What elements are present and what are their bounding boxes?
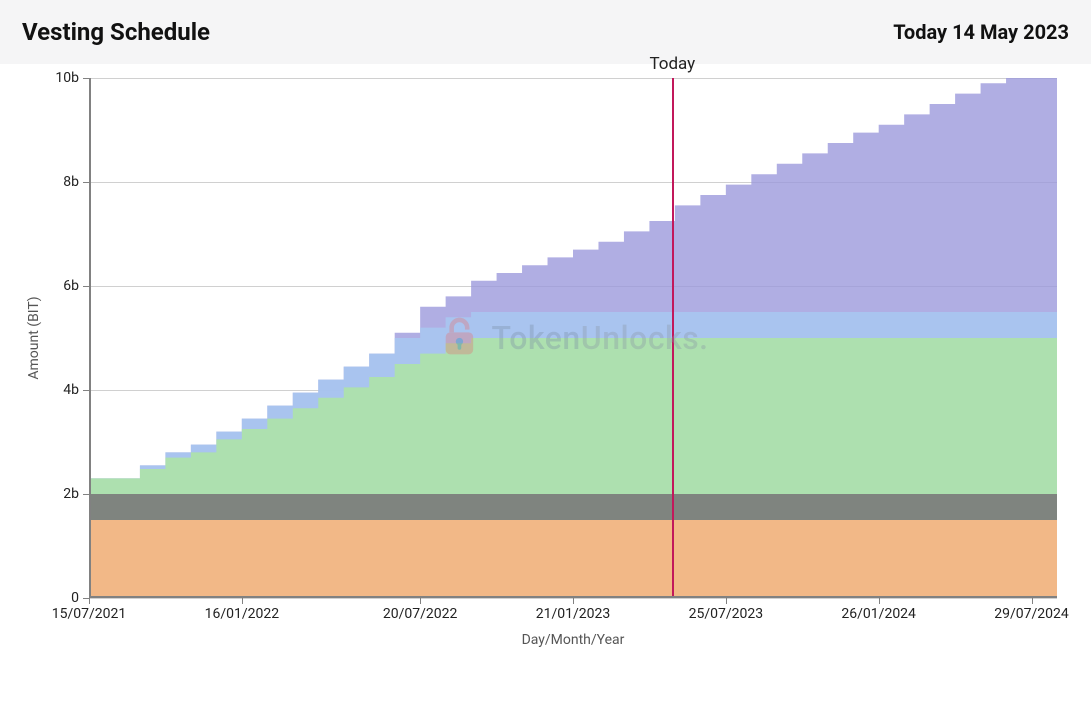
header: Vesting Schedule Today 14 May 2023 [0,0,1091,64]
y-axis-title: Amount (BIT) [26,296,42,379]
vesting-chart: Amount (BIT) Today TokenUnlocks. [24,78,1067,648]
today-marker-line [672,78,674,598]
chart-card: Amount (BIT) Today TokenUnlocks. [4,64,1087,668]
series-orange [89,78,1057,598]
today-marker-label: Today [649,54,695,78]
page-title: Vesting Schedule [22,18,210,46]
today-date: Today 14 May 2023 [893,20,1069,44]
